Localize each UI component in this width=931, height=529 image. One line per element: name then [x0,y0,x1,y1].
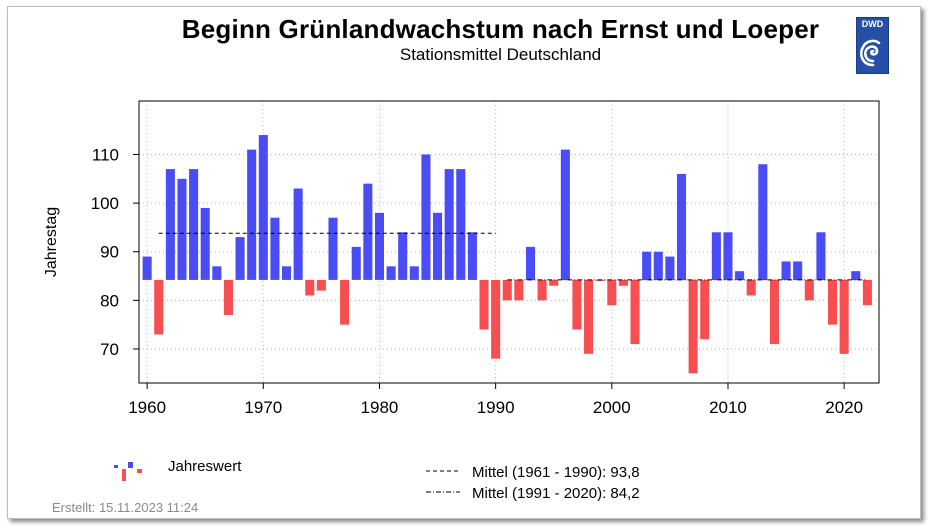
chart-subtitle: Stationsmittel Deutschland [0,45,931,65]
bar [746,279,756,296]
bar [781,261,791,280]
dwd-swirl-icon [860,39,881,67]
bar [549,279,559,286]
legend-mean1-label: Mittel (1961 - 1990): 93,8 [472,464,640,481]
dwd-logo-text: DWD [861,19,884,29]
bar [212,266,222,280]
bar [189,169,199,280]
bar [560,149,570,280]
y-tick-label: 70 [100,340,119,359]
y-tick-label: 90 [100,243,119,262]
bar [282,266,292,280]
bar [758,164,768,280]
bar [514,279,524,301]
legend-bar-swatch-small [114,465,118,468]
bar [351,246,361,280]
bar [862,279,872,306]
bar [839,279,849,354]
bar [165,169,175,280]
x-tick-label: 1960 [128,398,166,417]
bar [258,135,268,280]
plot-border [138,100,880,384]
bar [735,271,745,280]
y-tick-label: 100 [91,194,119,213]
bar [363,183,373,280]
bar [293,188,303,280]
x-tick-label: 1980 [361,398,399,417]
bar [618,279,628,286]
bar [711,232,721,280]
chart-title-text: Beginn Grünlandwachstum nach Ernst und L… [181,14,820,44]
bar [665,256,675,280]
bar [456,169,466,280]
bar [688,279,698,374]
bar [421,154,431,280]
bar [804,279,814,301]
y-tick-label: 80 [100,291,119,310]
x-tick-label: 2010 [709,398,747,417]
bar [769,279,779,345]
legend-bar-swatch-below [122,469,126,481]
bar [723,232,733,280]
y-axis-label: Jahrestag [43,207,60,277]
bar [142,256,152,280]
bar [270,217,280,280]
bar [676,173,687,280]
bar [177,178,187,280]
x-tick-label: 2020 [825,398,863,417]
bar [247,149,257,280]
bar [386,266,396,280]
x-tick-label: 2000 [593,398,631,417]
bar [525,246,536,280]
bar [502,279,512,301]
bar [305,279,315,296]
bar [235,237,245,280]
bar [154,279,164,335]
bar [433,212,443,280]
bar [467,232,477,280]
legend-series-label: Jahreswert [168,458,242,475]
bar [793,261,803,280]
bar [479,279,489,330]
bar [851,271,861,280]
bar [328,217,338,280]
chart-subtitle-text: Stationsmittel Deutschland [399,45,602,64]
bar [340,279,350,325]
legend-bar-swatch-above [128,462,133,468]
bar [491,279,501,359]
bar [642,251,652,280]
bar [700,279,710,340]
dwd-logo: DWD [856,17,889,74]
bar [444,169,454,280]
bar [828,279,838,325]
bar [374,212,385,280]
bar [398,232,408,280]
chart-title: Beginn Grünlandwachstum nach Ernst und L… [0,14,931,45]
y-tick-label: 110 [92,145,119,164]
legend-mean2-label: Mittel (1991 - 2020): 84,2 [472,485,640,502]
x-tick-label: 1990 [477,398,515,417]
bar [630,279,640,345]
bar [200,207,210,280]
bar [653,251,663,280]
bar [584,279,594,354]
x-tick-label: 1970 [244,398,282,417]
legend-bar-swatch-small-below [137,469,142,473]
bar [607,279,617,306]
bar [537,279,547,301]
bar [816,232,826,280]
bar [316,279,326,291]
bar [409,266,419,280]
created-timestamp: Erstellt: 15.11.2023 11:24 [52,500,199,515]
bar [223,279,233,315]
bar [572,279,582,330]
